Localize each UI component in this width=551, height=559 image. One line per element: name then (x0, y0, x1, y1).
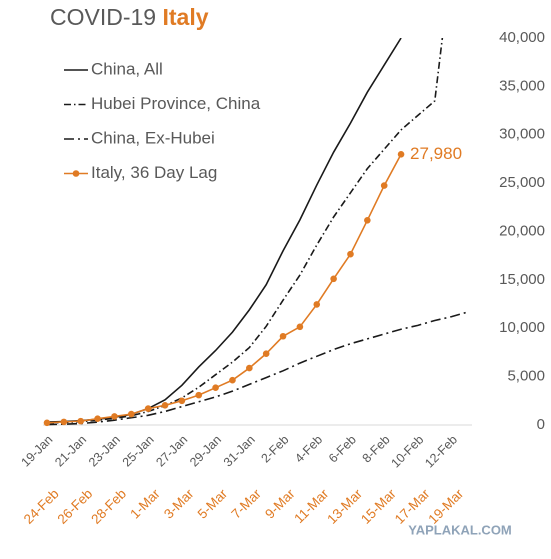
x-tick-label: 29-Jan (187, 433, 224, 470)
data-point (262, 350, 270, 357)
data-point (77, 417, 85, 425)
data-point (313, 301, 321, 308)
legend-label: Italy, 36 Day Lag (91, 163, 217, 182)
series-line (46, 153, 402, 424)
x-tick-label: 23-Jan (86, 433, 123, 470)
data-point (144, 405, 152, 412)
legend-label: China, Ex-Hubei (91, 128, 215, 147)
x2-tick-label: 11-Mar (291, 486, 331, 526)
watermark: YAPLAKAL.COM (408, 522, 512, 537)
data-point (178, 397, 186, 405)
data-point (60, 418, 68, 426)
y-tick-label: 25,000 (499, 174, 545, 191)
y-tick-label: 30,000 (499, 126, 545, 143)
data-point (128, 410, 135, 418)
x2-tick-label: 7-Mar (228, 486, 264, 522)
y-tick-label: 10,000 (499, 319, 545, 336)
y-tick-label: 0 (537, 416, 545, 433)
series-line (46, 38, 444, 424)
x-tick-label: 10-Feb (388, 433, 426, 471)
legend-label: Hubei Province, China (91, 94, 261, 113)
legend-label: China, All (91, 59, 163, 78)
data-label: 27,980 (410, 144, 462, 163)
data-point (279, 332, 287, 340)
y-tick-label: 40,000 (499, 29, 545, 46)
series-line (46, 311, 469, 426)
chart-title: COVID-19 Italy (50, 4, 209, 30)
x-tick-label: 27-Jan (153, 433, 190, 470)
x2-tick-label: 13-Mar (324, 486, 365, 527)
x-tick-label: 21-Jan (52, 433, 89, 470)
x-tick-label: 25-Jan (120, 433, 157, 470)
y-tick-label: 35,000 (499, 77, 545, 94)
y-tick-label: 15,000 (499, 271, 545, 288)
data-point (364, 217, 371, 224)
x2-tick-label: 24-Feb (21, 486, 62, 527)
data-point (195, 391, 203, 399)
y-tick-label: 5,000 (507, 368, 545, 385)
x2-tick-label: 1-Mar (127, 486, 163, 522)
data-point (347, 250, 354, 258)
data-point (111, 413, 118, 420)
x2-tick-label: 19-Mar (425, 486, 466, 527)
x2-tick-label: 17-Mar (392, 486, 433, 527)
title-main: COVID-19 (50, 4, 156, 30)
data-point (94, 415, 101, 423)
x2-tick-label: 28-Feb (88, 486, 129, 527)
x2-tick-label: 26-Feb (55, 486, 96, 527)
data-point (246, 364, 253, 372)
y-tick-label: 20,000 (499, 222, 545, 239)
data-point (330, 275, 337, 283)
x-tick-label: 6-Feb (326, 433, 359, 466)
x-tick-label: 2-Feb (259, 433, 292, 466)
x2-tick-label: 15-Mar (358, 486, 399, 527)
x-tick-label: 12-Feb (422, 433, 460, 471)
x2-tick-label: 3-Mar (161, 486, 197, 522)
data-point (212, 384, 219, 391)
data-point (161, 402, 169, 409)
x-tick-label: 4-Feb (292, 433, 325, 466)
data-point (380, 182, 388, 189)
title-highlight: Italy (162, 4, 208, 30)
x-tick-label: 31-Jan (221, 433, 258, 470)
x2-tick-label: 5-Mar (195, 486, 231, 522)
data-point (397, 150, 405, 158)
plot-area (43, 38, 469, 427)
data-point (296, 323, 304, 331)
legend-marker (72, 170, 80, 177)
data-point (229, 376, 236, 384)
data-point (43, 419, 51, 427)
x-tick-label: 19-Jan (19, 433, 56, 470)
